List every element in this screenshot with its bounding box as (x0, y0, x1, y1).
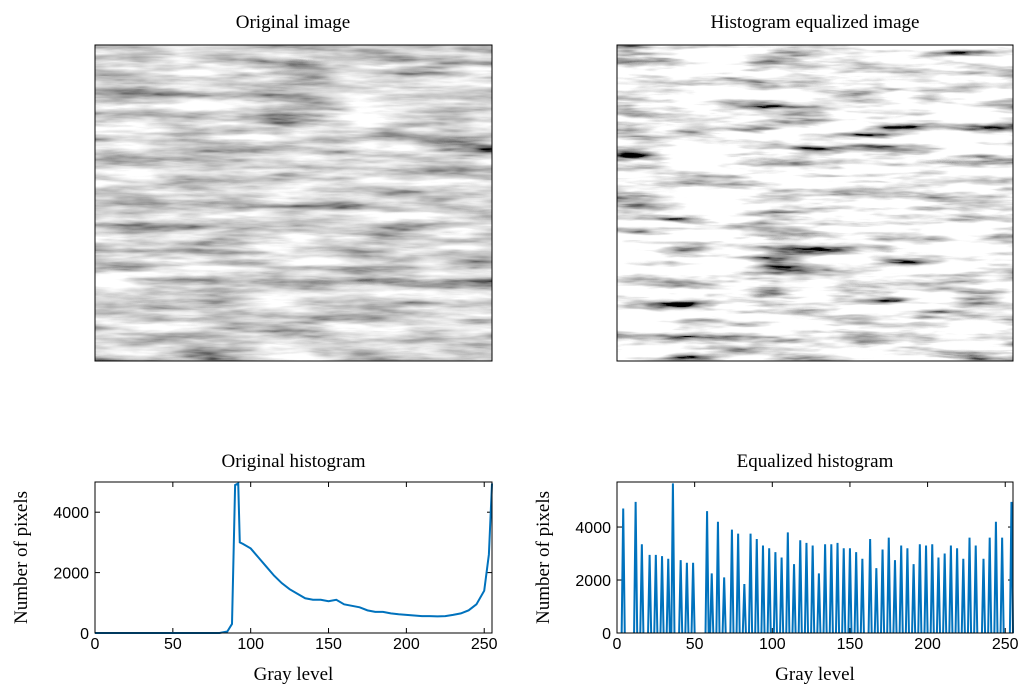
histogram-spike (935, 557, 942, 634)
histogram-spike (867, 538, 873, 634)
x-axis-label: Gray level (254, 664, 334, 685)
original-image (95, 45, 492, 361)
histogram-spike (678, 560, 684, 634)
histogram-spike (735, 533, 741, 634)
histogram-spike (785, 532, 791, 634)
y-tick-label: 4000 (575, 520, 611, 537)
y-tick-label: 0 (80, 626, 89, 643)
histogram-spike (834, 542, 841, 634)
histogram-spike (1008, 501, 1014, 634)
histogram-spike (993, 521, 999, 634)
x-tick-label: 250 (992, 636, 1019, 653)
x-tick-label: 0 (613, 636, 622, 653)
x-tick-label: 150 (837, 636, 864, 653)
histogram-spike (892, 560, 898, 634)
x-tick-label: 200 (393, 636, 420, 653)
histogram-spike (639, 544, 645, 634)
histogram-spike (684, 562, 690, 634)
histogram-spike (929, 544, 935, 634)
image-frame (94, 44, 493, 362)
x-tick-label: 100 (237, 636, 264, 653)
histogram-spike (754, 538, 760, 634)
x-tick-label: 0 (91, 636, 100, 653)
y-tick-label: 2000 (575, 573, 611, 590)
histogram-spike (904, 548, 910, 634)
histogram-spike (633, 501, 639, 634)
histogram-spike (847, 548, 853, 634)
image-title: Histogram equalized image (711, 12, 920, 33)
histogram-spike (766, 548, 772, 634)
chart-title: Equalized histogram (737, 451, 894, 472)
histogram-spike (779, 557, 785, 634)
histogram-spike (987, 537, 993, 634)
histogram-spike (873, 568, 879, 634)
histogram-spike (704, 511, 710, 634)
histogram-spike (966, 537, 973, 634)
histogram-spike (816, 573, 822, 634)
histogram-spike (748, 533, 754, 634)
image-title: Original image (236, 12, 351, 33)
axes-frame (94, 481, 493, 634)
x-tick-label: 250 (471, 636, 498, 653)
histogram-spike (729, 529, 735, 634)
histogram-spike (911, 564, 917, 634)
histogram-spike (715, 521, 721, 634)
histogram-spike (772, 552, 778, 634)
chart-title: Original histogram (221, 451, 365, 472)
histogram-spike (980, 558, 987, 634)
histogram-spike (709, 573, 715, 634)
histogram-spike (620, 508, 626, 634)
histogram-spike (797, 540, 803, 634)
y-axis-label: Number of pixels (11, 491, 32, 624)
histogram-spike (822, 544, 828, 634)
x-axis-label: Gray level (775, 664, 855, 685)
histogram-spike (960, 558, 966, 634)
histogram-spike (917, 544, 923, 634)
x-tick-label: 50 (164, 636, 182, 653)
x-tick-label: 50 (686, 636, 704, 653)
y-tick-label: 0 (602, 626, 611, 643)
histogram-spike (741, 583, 747, 634)
histogram-spike (659, 556, 665, 634)
x-tick-label: 150 (315, 636, 342, 653)
histogram-spike (670, 483, 676, 634)
histogram-line (95, 481, 493, 634)
histogram-spike (810, 545, 816, 634)
y-tick-label: 2000 (53, 566, 89, 583)
histogram-spike (721, 577, 727, 634)
histogram-spike (973, 545, 979, 634)
histogram-spike (880, 549, 886, 634)
equalized-image (617, 45, 1013, 361)
histogram-spike (760, 545, 766, 634)
x-tick-label: 200 (914, 636, 941, 653)
histogram-spike (948, 545, 954, 634)
axes-frame (616, 481, 1014, 634)
histogram-spike (828, 544, 834, 634)
image-frame (616, 44, 1014, 362)
histogram-spike (923, 545, 929, 634)
histogram-spike (898, 545, 904, 634)
histogram-spike (841, 548, 847, 634)
y-axis-label: Number of pixels (533, 491, 554, 624)
histogram-spike (999, 537, 1005, 634)
histogram-spike (653, 554, 659, 634)
histogram-spike (803, 542, 810, 634)
histogram-spike (954, 548, 960, 634)
histogram-spike (647, 554, 653, 634)
histogram-spike (665, 558, 671, 634)
histogram-spike (886, 537, 892, 634)
x-tick-label: 100 (759, 636, 786, 653)
histogram-spike (690, 562, 696, 634)
histogram-spike (791, 564, 797, 634)
histogram-spike (859, 558, 865, 634)
histogram-spike (942, 553, 948, 634)
y-tick-label: 4000 (53, 505, 89, 522)
histogram-spike (853, 552, 859, 634)
